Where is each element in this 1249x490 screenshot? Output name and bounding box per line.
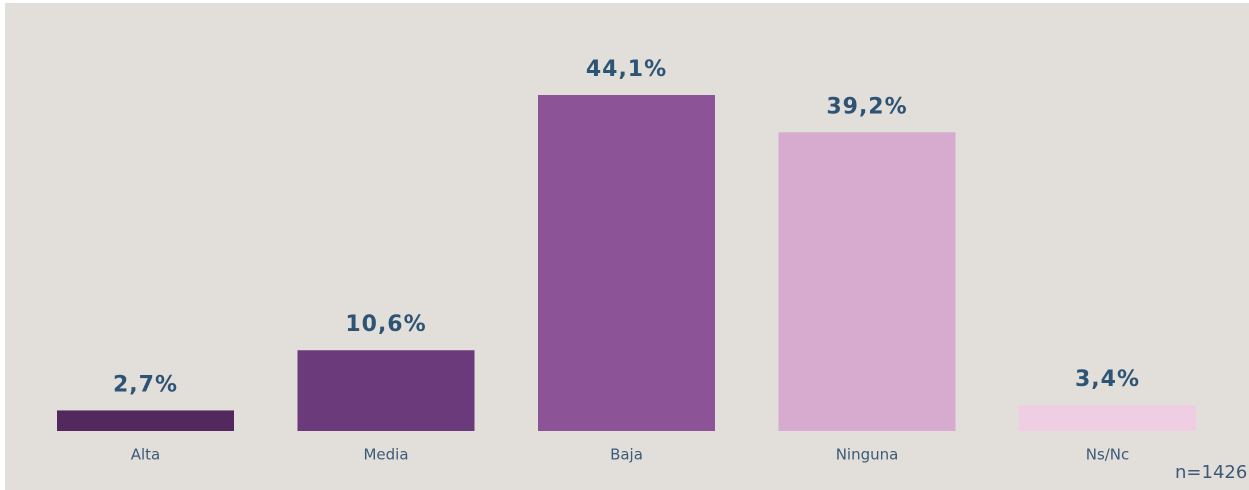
value-label: 3,4% — [1075, 367, 1140, 392]
sample-size-note: n=1426 — [1175, 462, 1247, 483]
category-label: Media — [363, 446, 408, 464]
value-label: 10,6% — [345, 312, 426, 337]
category-label: Ns/Nc — [1086, 446, 1130, 464]
bar — [57, 410, 234, 431]
bar — [538, 95, 715, 431]
category-label: Ninguna — [836, 446, 899, 464]
value-label: 39,2% — [826, 94, 907, 119]
category-label: Alta — [131, 446, 161, 464]
value-label: 44,1% — [586, 57, 667, 82]
bar — [1019, 405, 1196, 431]
bar — [778, 132, 956, 432]
bar — [297, 350, 475, 431]
category-label: Baja — [610, 446, 643, 464]
value-label: 2,7% — [113, 372, 178, 397]
